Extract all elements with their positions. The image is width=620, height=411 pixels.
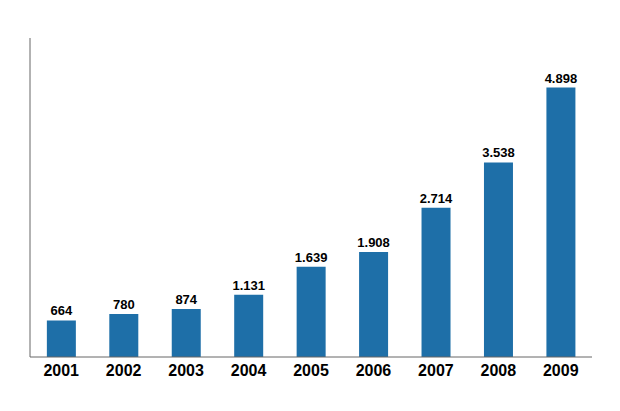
svg-text:2007: 2007 (418, 362, 454, 379)
svg-text:1.131: 1.131 (232, 278, 265, 293)
svg-text:3.538: 3.538 (482, 145, 515, 160)
svg-text:2005: 2005 (293, 362, 329, 379)
svg-text:1.639: 1.639 (295, 250, 328, 265)
svg-text:2008: 2008 (481, 362, 517, 379)
svg-text:2.714: 2.714 (420, 191, 453, 206)
svg-text:4.898: 4.898 (545, 71, 578, 86)
svg-text:1.908: 1.908 (357, 235, 390, 250)
svg-text:2006: 2006 (356, 362, 392, 379)
svg-text:780: 780 (113, 297, 135, 312)
svg-text:2004: 2004 (231, 362, 267, 379)
svg-text:2003: 2003 (168, 362, 204, 379)
svg-text:2002: 2002 (106, 362, 142, 379)
svg-text:874: 874 (175, 292, 197, 307)
svg-text:2009: 2009 (543, 362, 579, 379)
svg-text:664: 664 (51, 303, 73, 318)
svg-text:2001: 2001 (43, 362, 79, 379)
